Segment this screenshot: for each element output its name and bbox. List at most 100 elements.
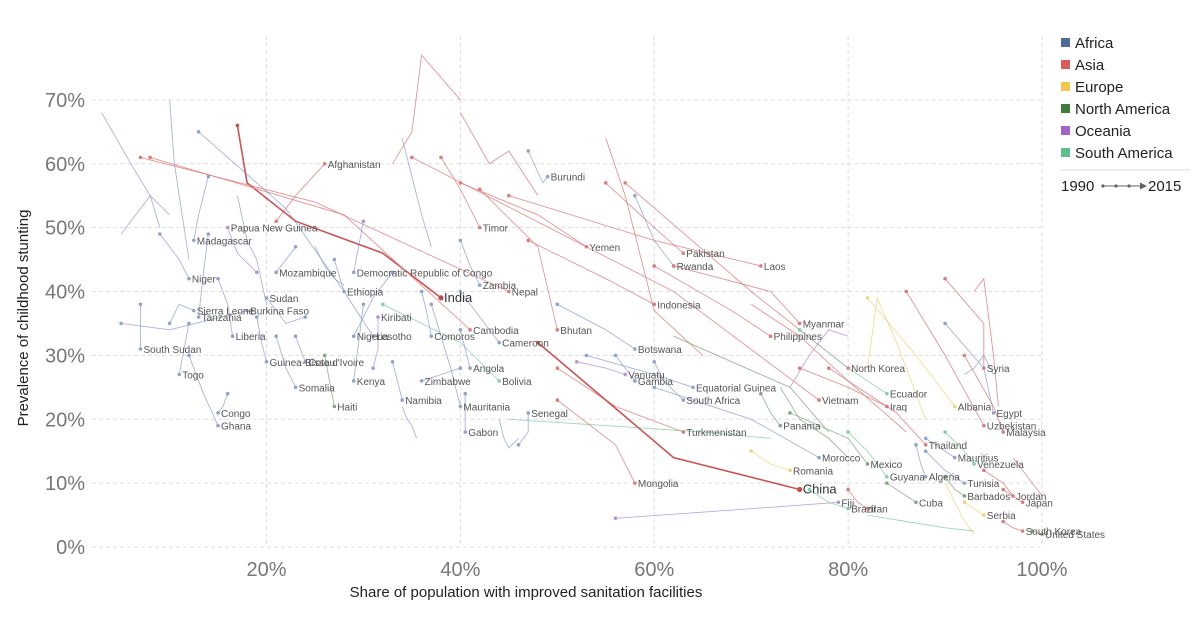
trail-niger[interactable] (158, 232, 191, 281)
legend[interactable]: Africa Asia Europe North America Oceania… (1061, 35, 1190, 195)
trail-vanuatu[interactable] (574, 359, 627, 377)
trail-burundi[interactable] (526, 149, 550, 184)
trail-line-albania (867, 297, 956, 407)
trail-start-point-south-korea (1001, 519, 1006, 524)
trail-mongolia[interactable] (555, 398, 637, 485)
trail-vietnam[interactable] (410, 155, 821, 402)
country-label-cote-d-ivoire: Cote d'Ivoire (308, 358, 364, 369)
trail-myanmar[interactable] (671, 264, 802, 326)
legend-item-asia[interactable]: Asia (1061, 57, 1105, 74)
trail-line-ecuador (799, 329, 888, 395)
trail-zambia[interactable] (458, 238, 482, 287)
trail-thailand[interactable] (826, 366, 928, 447)
trail-jordan[interactable] (982, 468, 1015, 498)
trail-mexico[interactable] (788, 411, 870, 466)
trail-fiji[interactable] (613, 500, 841, 521)
trail-timor[interactable] (439, 155, 482, 230)
trail-mauritania[interactable] (429, 302, 463, 409)
trail-philippines[interactable] (652, 264, 773, 339)
trail-ethiopia[interactable] (196, 130, 346, 294)
trail-tunisia[interactable] (923, 449, 967, 485)
legend-swatch-asia (1061, 60, 1070, 69)
trail-togo[interactable] (177, 321, 191, 377)
trail-south-sudan[interactable] (138, 302, 143, 351)
trail-nigeria[interactable] (351, 270, 395, 339)
trail-morocco[interactable] (652, 385, 821, 460)
trail-start-point-iran (846, 487, 850, 492)
legend-item-north-america[interactable]: North America (1061, 101, 1171, 118)
trail-namibia[interactable] (390, 359, 405, 402)
trail-lesotho[interactable] (332, 257, 375, 339)
trail-kiribati[interactable] (371, 315, 380, 370)
trail-laos[interactable] (507, 193, 763, 268)
trail-malaysia[interactable] (962, 353, 1006, 434)
trail-burkina-faso[interactable] (119, 308, 249, 331)
trail-equatorial-guinea[interactable] (584, 353, 695, 390)
trail-venezuela[interactable] (943, 430, 976, 466)
trail-liberia[interactable] (216, 276, 235, 339)
trail-end-point-madagascar (191, 238, 196, 243)
trail-mozambique[interactable] (274, 244, 298, 275)
trail-algeria[interactable] (914, 443, 928, 479)
trail-bhutan[interactable] (477, 187, 560, 332)
trail-mauritius[interactable] (923, 436, 957, 460)
trail-botswana[interactable] (555, 302, 637, 351)
trail-albania[interactable] (865, 296, 957, 409)
legend-item-oceania[interactable]: Oceania (1061, 123, 1132, 140)
legend-item-africa[interactable]: Africa (1061, 35, 1114, 52)
trail-comoros[interactable] (419, 289, 434, 339)
trail-senegal[interactable] (516, 411, 531, 447)
trail-guinea-bissau[interactable] (254, 315, 269, 364)
trail-haiti[interactable] (322, 353, 337, 409)
trail-sudan[interactable] (264, 296, 308, 324)
background-trail-14 (1012, 457, 1043, 497)
trail-ecuador[interactable] (797, 328, 889, 396)
trail-iran[interactable] (846, 487, 870, 511)
trail-barbados[interactable] (943, 474, 967, 498)
trail-south-africa[interactable] (652, 359, 686, 402)
trail-line-gambia (615, 355, 636, 382)
trail-papua-new-guinea[interactable] (225, 225, 259, 275)
legend-item-europe[interactable]: Europe (1061, 79, 1123, 96)
trail-somalia[interactable] (274, 334, 298, 390)
trail-gabon[interactable] (463, 391, 468, 434)
trail-democratic-republic-of-congo[interactable] (351, 219, 366, 275)
trail-egypt[interactable] (943, 321, 996, 415)
trail-madagascar[interactable] (191, 174, 211, 243)
trail-japan[interactable] (1001, 487, 1025, 505)
trail-panama[interactable] (759, 391, 783, 428)
trail-congo[interactable] (216, 391, 230, 415)
trail-guyana[interactable] (846, 430, 889, 479)
legend-item-south-america[interactable]: South America (1061, 145, 1173, 162)
trail-uzbekistan[interactable] (904, 289, 986, 428)
trail-romania[interactable] (749, 449, 792, 473)
country-label-zambia: Zambia (483, 281, 517, 292)
trail-nepal[interactable] (138, 155, 511, 294)
trail-line-vanuatu (576, 361, 626, 375)
trail-china[interactable] (536, 340, 803, 493)
trail-cuba[interactable] (885, 481, 918, 505)
trail-afghanistan[interactable] (274, 161, 327, 224)
trail-angola[interactable] (458, 328, 472, 370)
trail-zimbabwe[interactable] (419, 366, 463, 383)
trail-cote-d-ivoire[interactable] (293, 334, 308, 364)
trail-tanzania[interactable] (196, 232, 211, 319)
trail-bolivia[interactable] (381, 302, 501, 383)
trail-indonesia[interactable] (526, 238, 657, 307)
trail-start-point-papua-new-guinea (254, 270, 259, 275)
trail-kenya[interactable] (351, 302, 366, 383)
trail-start-point-cambodia (148, 155, 152, 160)
trail-sierra-leone[interactable] (167, 303, 196, 326)
trail-start-point-guyana (846, 430, 850, 434)
trail-cameroon[interactable] (458, 289, 501, 345)
trail-united-states[interactable] (1030, 529, 1044, 537)
trail-ghana[interactable] (187, 353, 220, 428)
trail-cambodia[interactable] (148, 155, 472, 332)
trail-gambia[interactable] (613, 353, 637, 383)
trail-start-point-cote-d-ivoire (293, 334, 298, 339)
trail-south-korea[interactable] (1001, 519, 1025, 533)
trail-turkmenistan[interactable] (555, 366, 686, 434)
trail-end-point-algeria (923, 474, 928, 479)
trail-serbia[interactable] (962, 500, 986, 517)
trail-brazil[interactable] (807, 487, 850, 511)
